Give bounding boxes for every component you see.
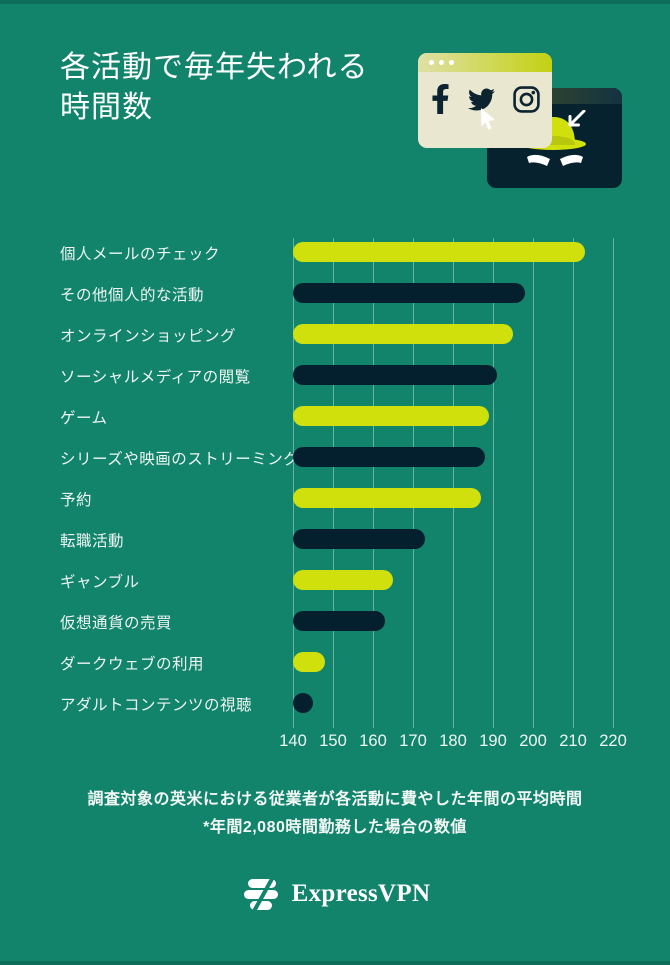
gridline bbox=[492, 238, 494, 728]
brand-name: ExpressVPN bbox=[291, 880, 431, 907]
footnote-line2: *年間2,080時間勤務した場合の数値 bbox=[203, 819, 467, 836]
social-icons-row bbox=[418, 72, 552, 114]
value-bar bbox=[293, 242, 585, 262]
value-bar bbox=[293, 324, 513, 344]
chart-row: ギャンブル bbox=[0, 560, 670, 601]
category-label: シリーズや映画のストリーミング bbox=[60, 450, 300, 468]
page-title: 各活動で毎年失われる 時間数 bbox=[60, 48, 369, 128]
x-axis-tick-label: 140 bbox=[279, 732, 307, 750]
x-axis-tick-label: 220 bbox=[599, 732, 627, 750]
chart-rows: 個人メールのチェック その他個人的な活動オンラインショッピング ソーシャルメディアの… bbox=[0, 232, 670, 724]
x-axis-tick-label: 150 bbox=[319, 732, 347, 750]
chart-row: 予約 bbox=[0, 478, 670, 519]
category-label: ソーシャルメディアの閲覧 bbox=[60, 368, 251, 386]
brand-footer: ExpressVPN bbox=[0, 873, 670, 915]
chart-row: オンラインショッピング bbox=[0, 314, 670, 355]
gridline bbox=[292, 238, 294, 728]
chart-row: シリーズや映画のストリーミング bbox=[0, 437, 670, 478]
twitter-icon bbox=[468, 88, 495, 110]
arrow-cursor-icon bbox=[568, 110, 586, 127]
category-label: 個人メールのチェック bbox=[60, 245, 221, 263]
category-label: その他個人的な活動 bbox=[60, 286, 205, 304]
chart-row: アダルトコンテンツの視聴 bbox=[0, 683, 670, 724]
gridline bbox=[372, 238, 374, 728]
chart-row: 仮想通貨の売買 bbox=[0, 601, 670, 642]
value-bar bbox=[293, 488, 481, 508]
window-dot-icon bbox=[439, 60, 444, 65]
bottom-edge-strip bbox=[0, 961, 670, 965]
x-axis-tick-label: 190 bbox=[479, 732, 507, 750]
page-title-line2: 時間数 bbox=[60, 91, 153, 124]
category-label: ダークウェブの利用 bbox=[60, 655, 205, 673]
value-bar bbox=[293, 365, 497, 385]
x-axis-tick-label: 170 bbox=[399, 732, 427, 750]
category-label: 仮想通貨の売買 bbox=[60, 614, 173, 632]
chart-row: 転職活動 bbox=[0, 519, 670, 560]
chart-row: 個人メールのチェック bbox=[0, 232, 670, 273]
value-bar bbox=[293, 693, 313, 713]
top-edge-strip bbox=[0, 0, 670, 4]
value-bar bbox=[293, 570, 393, 590]
category-label: 転職活動 bbox=[60, 532, 125, 550]
angry-eyes-icon bbox=[527, 154, 583, 166]
value-bar bbox=[293, 529, 425, 549]
window-dot-icon bbox=[429, 60, 434, 65]
gridline bbox=[572, 238, 574, 728]
category-label: アダルトコンテンツの視聴 bbox=[60, 696, 253, 714]
x-axis-tick-label: 160 bbox=[359, 732, 387, 750]
chart-footnote: 調査対象の英米における従業者が各活動に費やした年間の平均時間 *年間2,080時… bbox=[0, 786, 670, 842]
x-axis-tick-label: 200 bbox=[519, 732, 547, 750]
expressvpn-logo-icon bbox=[243, 876, 278, 914]
gridline bbox=[612, 238, 614, 728]
chart-row: ダークウェブの利用 bbox=[0, 642, 670, 683]
x-axis-tick-label: 180 bbox=[439, 732, 467, 750]
value-bar bbox=[293, 447, 485, 467]
gridline bbox=[332, 238, 334, 728]
gridline bbox=[532, 238, 534, 728]
chart-row: ゲーム bbox=[0, 396, 670, 437]
value-bar bbox=[293, 406, 489, 426]
chart-row: その他個人的な活動 bbox=[0, 273, 670, 314]
chart-row: ソーシャルメディアの閲覧 bbox=[0, 355, 670, 396]
value-bar bbox=[293, 283, 525, 303]
value-bar bbox=[293, 611, 385, 631]
footnote-line1: 調査対象の英米における従業者が各活動に費やした年間の平均時間 bbox=[87, 791, 583, 808]
facebook-icon bbox=[432, 84, 449, 114]
x-axis-tick-label: 210 bbox=[559, 732, 587, 750]
window-dot-icon bbox=[449, 60, 454, 65]
category-label: オンラインショッピング bbox=[60, 327, 237, 345]
mouse-pointer-icon bbox=[481, 108, 495, 130]
gridline bbox=[412, 238, 414, 728]
gridline bbox=[452, 238, 454, 728]
social-browser-window bbox=[418, 53, 552, 148]
page-title-line1: 各活動で毎年失われる bbox=[60, 51, 369, 84]
social-window-titlebar bbox=[418, 53, 552, 72]
instagram-icon bbox=[513, 85, 540, 113]
value-bar bbox=[293, 652, 325, 672]
category-label: 予約 bbox=[60, 491, 93, 509]
category-label: ゲーム bbox=[60, 409, 108, 427]
category-label: ギャンブル bbox=[60, 573, 140, 591]
